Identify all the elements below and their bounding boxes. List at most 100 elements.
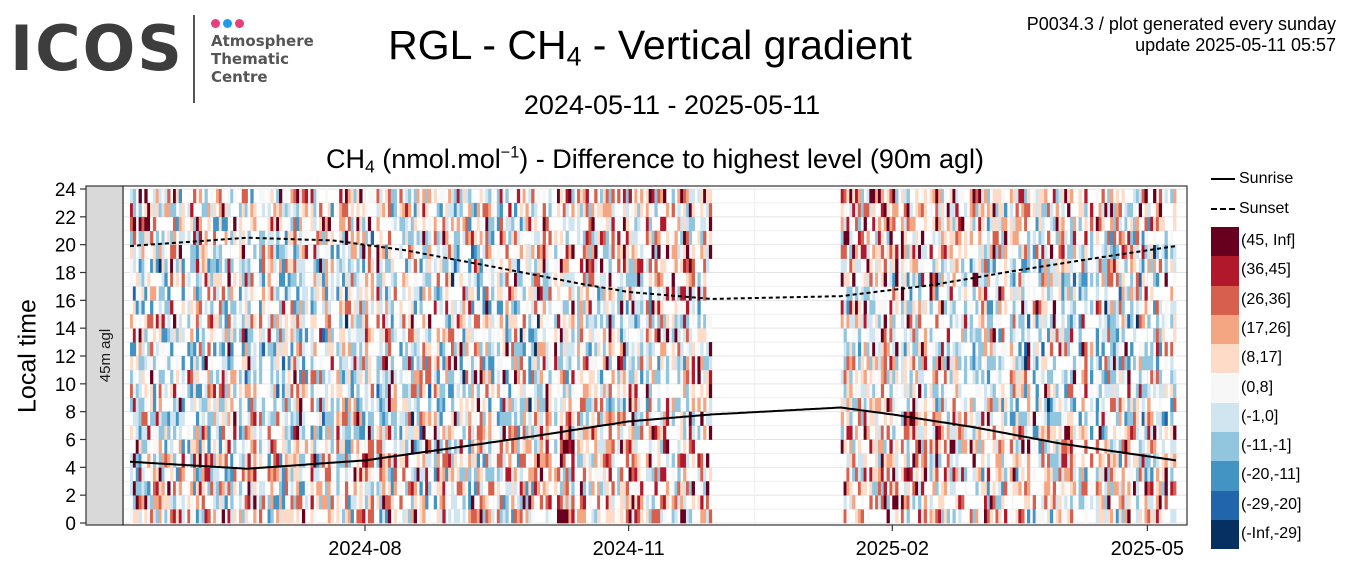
heatmap-cell — [293, 272, 297, 287]
heatmap-cell — [579, 314, 584, 329]
heatmap-cell — [995, 202, 999, 218]
heatmap-cell — [296, 342, 300, 357]
heatmap-cell — [155, 202, 160, 218]
heatmap-cell — [1130, 286, 1134, 301]
heatmap-cell — [1049, 425, 1054, 440]
heatmap-cell — [459, 467, 463, 482]
heatmap-cell — [350, 342, 354, 357]
heatmap-cell — [399, 189, 403, 204]
heatmap-cell — [476, 425, 481, 440]
heatmap-cell — [875, 216, 879, 232]
heatmap-cell — [293, 439, 297, 454]
heatmap-cell — [359, 342, 363, 357]
heatmap-cell — [946, 202, 951, 218]
heatmap-cell — [591, 397, 595, 412]
heatmap-cell — [213, 383, 217, 399]
heatmap-cell — [413, 202, 417, 218]
heatmap-cell — [680, 383, 684, 399]
heatmap-cell — [585, 244, 589, 259]
heatmap-cell — [1081, 425, 1085, 440]
heatmap-cell — [1035, 189, 1039, 204]
heatmap-cell — [350, 439, 354, 454]
heatmap-cell — [428, 369, 432, 385]
heatmap-cell — [680, 189, 684, 204]
heatmap-cell — [453, 453, 458, 468]
date-range-text: 2024-05-11 - 2025-05-11 — [523, 90, 821, 120]
heatmap-cell — [1069, 314, 1074, 329]
heatmap-cell — [364, 425, 369, 440]
heatmap-cell — [528, 314, 532, 329]
heatmap-cell — [393, 481, 397, 496]
heatmap-cell — [207, 369, 211, 385]
heatmap-cell — [525, 300, 529, 315]
heatmap-cell — [230, 189, 234, 204]
heatmap-cell — [1015, 397, 1019, 412]
heatmap-cell — [519, 216, 524, 232]
heatmap-cell — [516, 258, 521, 273]
heatmap-cell — [267, 495, 271, 510]
heatmap-cell — [144, 397, 148, 412]
heatmap-cell — [605, 383, 609, 399]
heatmap-cell — [290, 425, 294, 440]
heatmap-cell — [975, 216, 979, 232]
heatmap-cell — [362, 328, 366, 343]
heatmap-cell — [227, 383, 231, 399]
heatmap-cell — [677, 300, 681, 315]
heatmap-cell — [227, 356, 231, 371]
heatmap-cell — [978, 272, 982, 287]
heatmap-cell — [875, 314, 879, 329]
heatmap-cell — [697, 467, 701, 482]
heatmap-cell — [674, 356, 678, 371]
heatmap-cell — [1110, 356, 1114, 371]
heatmap-cell — [436, 202, 440, 218]
heatmap-cell — [568, 189, 572, 204]
heatmap-cell — [608, 189, 612, 204]
heatmap-cell — [413, 342, 417, 357]
heatmap-cell — [852, 397, 856, 412]
heatmap-cell — [545, 425, 549, 440]
heatmap-cell — [631, 258, 635, 273]
heatmap-cell — [1018, 425, 1022, 440]
heatmap-cell — [324, 411, 329, 426]
heatmap-cell — [468, 216, 472, 232]
heatmap-cell — [1069, 244, 1074, 259]
heatmap-cell — [972, 453, 976, 468]
heatmap-cell — [918, 509, 922, 524]
heatmap-cell — [393, 425, 397, 440]
heatmap-cell — [674, 314, 678, 329]
heatmap-cell — [634, 244, 638, 259]
heatmap-cell — [496, 328, 501, 343]
heatmap-cell — [1104, 481, 1108, 496]
heatmap-cell — [238, 230, 243, 245]
heatmap-cell — [602, 300, 607, 315]
heatmap-cell — [362, 272, 366, 287]
heatmap-cell — [296, 411, 300, 426]
heatmap-cell — [1110, 300, 1114, 315]
heatmap-cell — [344, 397, 349, 412]
heatmap-cell — [387, 467, 392, 482]
heatmap-cell — [319, 397, 323, 412]
heatmap-cell — [519, 383, 524, 399]
heatmap-cell — [198, 453, 203, 468]
heatmap-cell — [293, 383, 297, 399]
heatmap-cell — [522, 383, 526, 399]
heatmap-cell — [496, 300, 501, 315]
heatmap-cell — [224, 216, 228, 232]
heatmap-cell — [949, 230, 953, 245]
heatmap-cell — [946, 356, 951, 371]
heatmap-cell — [330, 425, 334, 440]
heatmap-cell — [130, 272, 134, 287]
heatmap-cell — [1015, 202, 1019, 218]
heatmap-cell — [688, 272, 693, 287]
heatmap-cell — [356, 342, 360, 357]
heatmap-cell — [187, 453, 191, 468]
heatmap-cell — [439, 342, 443, 357]
heatmap-cell — [376, 300, 380, 315]
heatmap-cell — [410, 216, 415, 232]
heatmap-cell — [425, 342, 429, 357]
heatmap-cell — [846, 467, 850, 482]
heatmap-cell — [978, 383, 982, 399]
heatmap-cell — [359, 300, 363, 315]
heatmap-cell — [883, 202, 887, 218]
heatmap-cell — [989, 300, 993, 315]
